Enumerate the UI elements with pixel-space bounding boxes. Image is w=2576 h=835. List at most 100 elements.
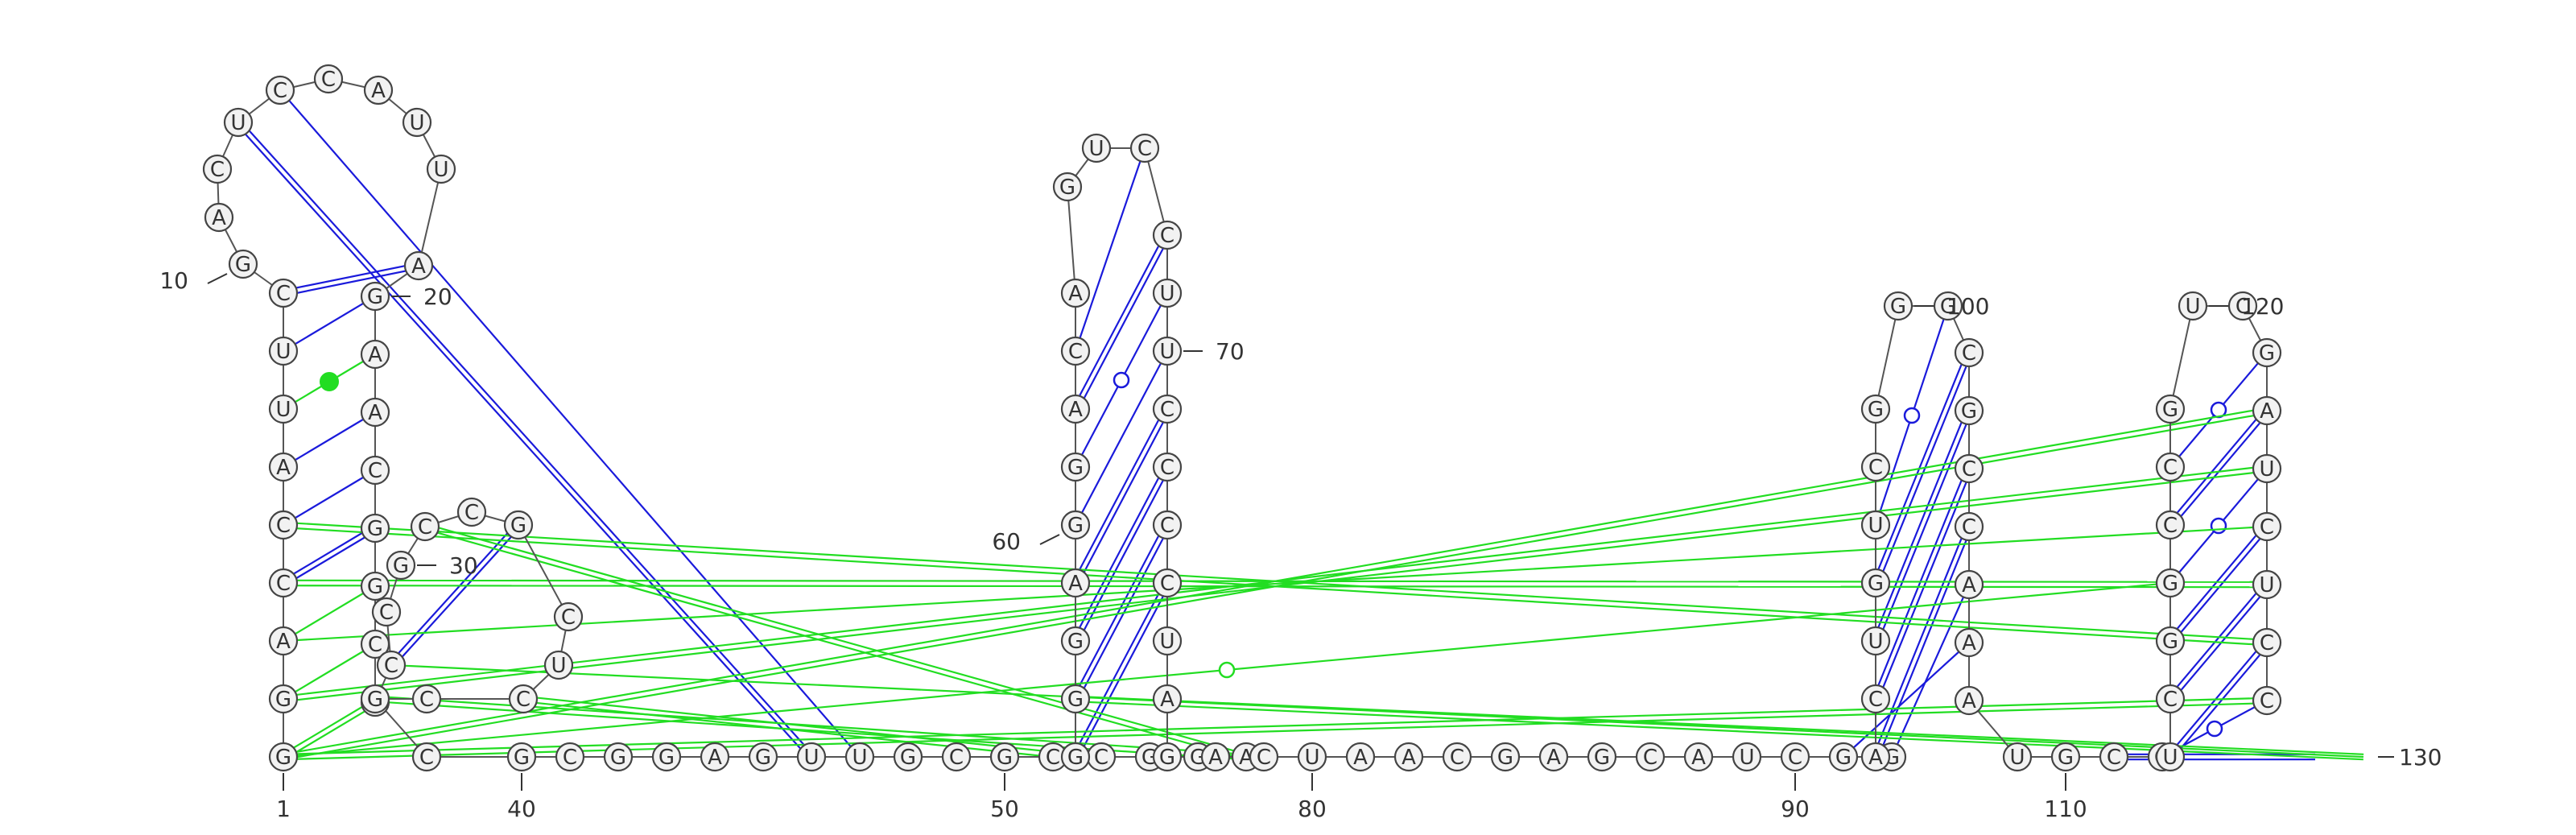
nucleotide-letter: U [2009, 746, 2025, 770]
nucleotide: C [2252, 511, 2282, 542]
base-pair [1074, 147, 1146, 352]
nucleotide: G [651, 742, 682, 772]
nucleotide-letter: A [368, 401, 382, 425]
nucleotide: U [796, 742, 827, 772]
base-pair-lines [235, 89, 2364, 761]
nucleotide-letter: C [1257, 746, 1271, 770]
nucleotide-letter: C [379, 601, 394, 625]
nucleotide-letter: A [1068, 572, 1083, 596]
nucleotide: G [360, 513, 390, 544]
base-pair [283, 581, 2171, 759]
nucleotide: C [410, 511, 440, 542]
nucleotide-letter: G [514, 746, 530, 770]
nucleotide: C [1780, 742, 1810, 772]
base-pair [235, 120, 815, 759]
nucleotide: G [1060, 626, 1091, 656]
nucleotide: G [386, 550, 416, 581]
nucleotide: A [1060, 394, 1091, 424]
nucleotide-letter: C [1160, 224, 1174, 248]
nucleotide: G [603, 742, 634, 772]
base-pair [283, 521, 2268, 647]
backbone-segment [1875, 305, 1899, 410]
nucleotide: G [2050, 742, 2081, 772]
nucleotide-letter: C [276, 572, 291, 596]
nucleotide-letter: C [368, 633, 382, 657]
nucleotide: A [1060, 568, 1091, 598]
nucleotide: C [2099, 742, 2129, 772]
nucleotide: A [1954, 569, 1984, 600]
nucleotide-letter: G [1067, 456, 1084, 480]
nucleotide-letter: C [273, 79, 287, 103]
nucleotide-letter: C [1160, 514, 1174, 538]
nucleotide-letter: G [1940, 295, 1956, 319]
nucleotide-letter: U [433, 158, 448, 182]
base-pair [283, 525, 2268, 643]
nucleotide-letter: A [1868, 746, 1883, 770]
nucleotide: U [1860, 626, 1891, 656]
base-pair [281, 699, 378, 760]
nucleotide-letter: U [409, 111, 424, 135]
nucleotide-letter: C [1868, 688, 1883, 712]
base-pair [2167, 408, 2270, 527]
nucleotide-letter: G [510, 514, 526, 538]
nucleotide-letter: C [1962, 457, 1976, 482]
nucleotide: C [1152, 568, 1183, 598]
nucleotide-letter: A [1402, 746, 1416, 770]
backbone-segment [2169, 305, 2194, 410]
nucleotide: C [555, 742, 585, 772]
nucleotide: U [2252, 569, 2282, 600]
nucleotide: C [2155, 684, 2186, 714]
nucleotide-letter: C [563, 746, 577, 770]
nucleotide-letter: A [276, 630, 291, 654]
nucleotide-letter: C [384, 654, 398, 678]
nucleotide: C [360, 455, 390, 486]
nucleotide: G [1490, 742, 1521, 772]
nucleotide-letter: G [2259, 341, 2275, 366]
nucleotide-letter: G [1835, 746, 1852, 770]
nucleotide: G [360, 571, 390, 601]
nucleotide-letter: G [367, 285, 383, 309]
nucleotide: C [1860, 684, 1891, 714]
nucleotide-letter: G [1961, 399, 1977, 424]
nucleotide: U [1152, 278, 1183, 308]
base-pair [1872, 409, 1972, 643]
nucleotide-letter: G [1067, 630, 1084, 654]
nucleotide-letter: G [1067, 514, 1084, 538]
nucleotide-letter: C [276, 282, 291, 306]
nucleotide: C [1249, 742, 1279, 772]
nucleotide-letter: G [367, 517, 383, 541]
pair-marker-open [1903, 407, 1921, 424]
nucleotide-letter: U [852, 746, 867, 770]
nucleotide: G [1152, 742, 1183, 772]
nucleotide: U [268, 394, 299, 424]
nucleotide-letter: C [2235, 295, 2250, 319]
nucleotide: G [1060, 452, 1091, 482]
nucleotide: C [1152, 510, 1183, 540]
base-pair [2167, 582, 2270, 701]
nucleotide: C [360, 629, 390, 659]
nucleotide-letter: C [1962, 515, 1976, 539]
nucleotide: A [204, 202, 234, 233]
base-pair [2114, 753, 2315, 761]
nucleotide: U [1297, 742, 1327, 772]
nucleotide-letter: A [1962, 631, 1976, 655]
nucleotide: A [700, 742, 730, 772]
nucleotide: A [1538, 742, 1569, 772]
nucleotide: G [1933, 291, 1963, 321]
pair-marker-filled [320, 372, 339, 391]
nucleotide-letter: U [1159, 630, 1174, 654]
nucleotide: C [456, 497, 487, 527]
nucleotide: C [265, 75, 295, 105]
nucleotide-letter: C [2260, 515, 2274, 539]
nucleotide-letter: G [1890, 295, 1906, 319]
nucleotide: A [1060, 278, 1091, 308]
nucleotide: C [313, 64, 344, 94]
nucleotide-letter: C [1643, 746, 1657, 770]
nucleotide: G [2155, 626, 2186, 656]
nucleotide-letter: G [2162, 572, 2178, 596]
nucleotide-letter: U [1304, 746, 1319, 770]
nucleotide-letter: C [516, 688, 530, 712]
nucleotide-letter: G [367, 575, 383, 599]
nucleotide: U [2155, 742, 2186, 772]
